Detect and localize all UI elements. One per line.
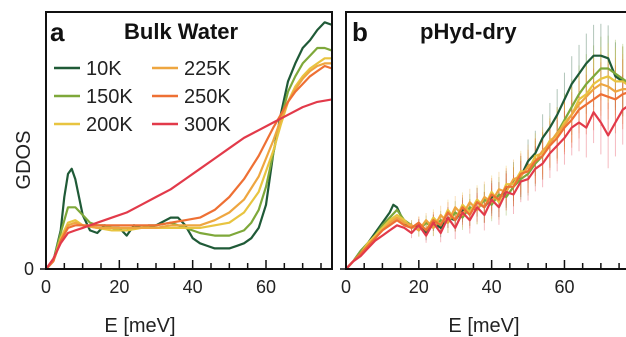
panel-title-a: Bulk Water	[124, 19, 239, 44]
panel-letter-a: a	[50, 17, 65, 47]
legend-label-250K: 250K	[184, 86, 231, 108]
panel-b: 0 20 40 60 b pHyd-dry E [meV]	[340, 11, 626, 337]
series-line-b-300K	[346, 105, 626, 269]
series-line-a-225K	[46, 62, 332, 269]
series-line-b-250K	[346, 91, 626, 269]
y-axis-title: GDOS	[13, 131, 35, 190]
panel-title-b: pHyd-dry	[420, 19, 517, 44]
plot-frame-a	[45, 11, 333, 270]
legend-label-300K: 300K	[184, 114, 231, 136]
legend-label-225K: 225K	[184, 58, 231, 80]
x-tick-label: 60	[554, 277, 574, 297]
legend-label-200K: 200K	[86, 114, 133, 136]
series-line-a-200K	[46, 57, 332, 269]
x-tick-label: 40	[183, 277, 203, 297]
x-tick-label: 60	[256, 277, 276, 297]
x-tick-label: 20	[109, 277, 129, 297]
legend-label-10K: 10K	[86, 58, 122, 80]
x-axis-title-a: E [meV]	[104, 315, 175, 337]
series-line-b-225K	[346, 82, 626, 269]
series-line-a-300K	[46, 98, 332, 269]
legend-label-150K: 150K	[86, 86, 133, 108]
x-tick-label: 0	[341, 277, 351, 297]
legend: 10K 150K 200K 225K 250K 300K	[54, 58, 231, 136]
y-tick-label: 0	[24, 259, 34, 279]
x-tick-label: 40	[482, 277, 502, 297]
series-line-a-250K	[46, 64, 332, 269]
x-axis-title-b: E [meV]	[448, 315, 519, 337]
plot-frame-b	[345, 11, 626, 270]
x-tick-label: 0	[41, 277, 51, 297]
x-tick-label: 20	[409, 277, 429, 297]
panel-letter-b: b	[352, 17, 368, 47]
panel-a: 0 20 40 60 0 a Bulk Water GDOS E [meV] 10K 15…	[13, 11, 333, 337]
